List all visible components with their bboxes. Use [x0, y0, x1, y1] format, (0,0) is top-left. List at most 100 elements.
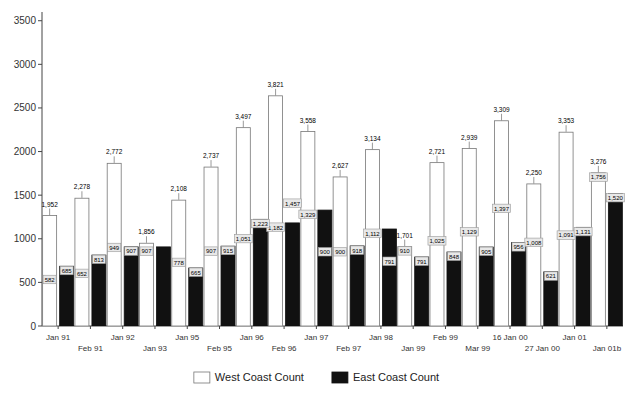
total-label: 1,701	[397, 232, 414, 239]
total-label: 1,952	[41, 201, 58, 208]
box-label: 907	[125, 247, 138, 256]
bar	[608, 193, 622, 326]
box-label-bg	[92, 255, 105, 263]
total-label: 1,856	[138, 228, 155, 235]
box-label-text: 791	[384, 259, 395, 265]
box-label: 1,051	[234, 234, 252, 243]
y-tick-label: 500	[19, 277, 36, 288]
y-tick	[38, 326, 42, 327]
bar	[544, 272, 558, 326]
box-label-text: 1,091	[559, 232, 575, 238]
bar	[139, 243, 153, 326]
box-label-text: 1,223	[253, 221, 269, 227]
box-label-bg	[125, 247, 138, 256]
box-label-bg	[60, 266, 73, 275]
y-tick-label: 1000	[14, 233, 37, 244]
bar	[365, 150, 379, 326]
total-leader	[598, 166, 599, 173]
total-label: 2,939	[461, 134, 478, 141]
x-tick-label: 27 Jan 00	[525, 344, 561, 353]
y-tick-label: 3500	[14, 15, 37, 26]
total-label: 2,108	[171, 185, 188, 192]
total-leader	[436, 156, 437, 163]
x-tick-label: Jan 91	[46, 333, 71, 342]
total-leader	[81, 191, 82, 198]
bar	[221, 246, 235, 326]
box-label: 791	[383, 257, 396, 266]
total-leader	[404, 240, 405, 247]
x-tick	[284, 326, 285, 329]
chart: 0500100015002000250030003500Jan 91Feb 91…	[0, 0, 633, 401]
y-tick	[38, 151, 42, 152]
box-label-text: 1,131	[576, 229, 592, 235]
bar	[172, 200, 186, 326]
box-label: 1,129	[460, 228, 478, 237]
x-tick-label: 16 Jan 00	[492, 333, 528, 342]
bar	[559, 132, 573, 326]
box-label-text: 900	[335, 249, 346, 255]
bar	[350, 246, 364, 326]
total-leader	[501, 114, 502, 121]
total-label: 3,558	[300, 117, 317, 124]
box-label-bg	[43, 275, 56, 284]
box-label-text: 910	[400, 248, 411, 254]
box-label-text: 907	[141, 248, 152, 254]
box-label: 582	[43, 275, 56, 284]
box-label: 1,457	[284, 199, 302, 208]
y-tick	[38, 282, 42, 283]
x-tick	[510, 326, 511, 329]
x-tick-label: Feb 97	[336, 344, 361, 353]
box-label: 652	[75, 269, 88, 278]
bar	[382, 229, 396, 326]
x-tick	[58, 326, 59, 329]
box-label: 778	[172, 258, 185, 267]
x-tick-label: Jan 99	[401, 344, 426, 353]
x-tick-label: Jan 01b	[593, 344, 622, 353]
box-label-bg	[589, 173, 607, 182]
y-tick-label: 1500	[14, 190, 37, 201]
box-label: 665	[189, 268, 202, 277]
bar	[301, 132, 315, 326]
legend-swatch	[194, 372, 210, 383]
x-tick	[380, 326, 381, 329]
x-tick	[251, 326, 252, 329]
legend-item: East Coast Count	[332, 371, 439, 383]
box-label-bg	[172, 258, 185, 267]
box-label-bg	[447, 252, 460, 261]
box-label: 910	[398, 247, 411, 256]
box-label: 621	[544, 272, 557, 281]
y-tick-label: 2000	[14, 146, 37, 157]
box-label-text: 900	[320, 249, 331, 255]
bar	[318, 210, 332, 326]
x-tick-label: Feb 91	[78, 344, 103, 353]
box-label-text: 685	[62, 268, 73, 274]
x-tick	[542, 326, 543, 329]
total-leader	[340, 170, 341, 177]
box-label: 918	[351, 246, 364, 255]
total-leader	[243, 121, 244, 128]
box-label-bg	[222, 246, 235, 255]
box-label-bg	[318, 248, 331, 257]
x-tick	[574, 326, 575, 329]
x-tick	[606, 326, 607, 329]
y-tick	[38, 20, 42, 21]
bar	[43, 215, 57, 326]
legend: West Coast CountEast Coast Count	[194, 371, 439, 383]
box-label: 1,329	[299, 210, 317, 219]
x-tick-label: Feb 96	[272, 344, 297, 353]
box-label: 1,112	[364, 229, 382, 238]
bar	[107, 163, 121, 326]
total-leader	[533, 177, 534, 184]
box-label: 949	[108, 243, 121, 252]
x-tick-label: Jan 92	[111, 333, 136, 342]
bar	[189, 268, 203, 326]
box-label-text: 621	[546, 273, 557, 279]
box-label-text: 1,397	[494, 206, 510, 212]
box-label-text: 905	[481, 249, 492, 255]
x-tick	[445, 326, 446, 329]
y-tick	[38, 195, 42, 196]
bar	[286, 223, 300, 326]
bar	[398, 247, 412, 326]
bar	[75, 198, 89, 326]
bar	[462, 149, 476, 326]
